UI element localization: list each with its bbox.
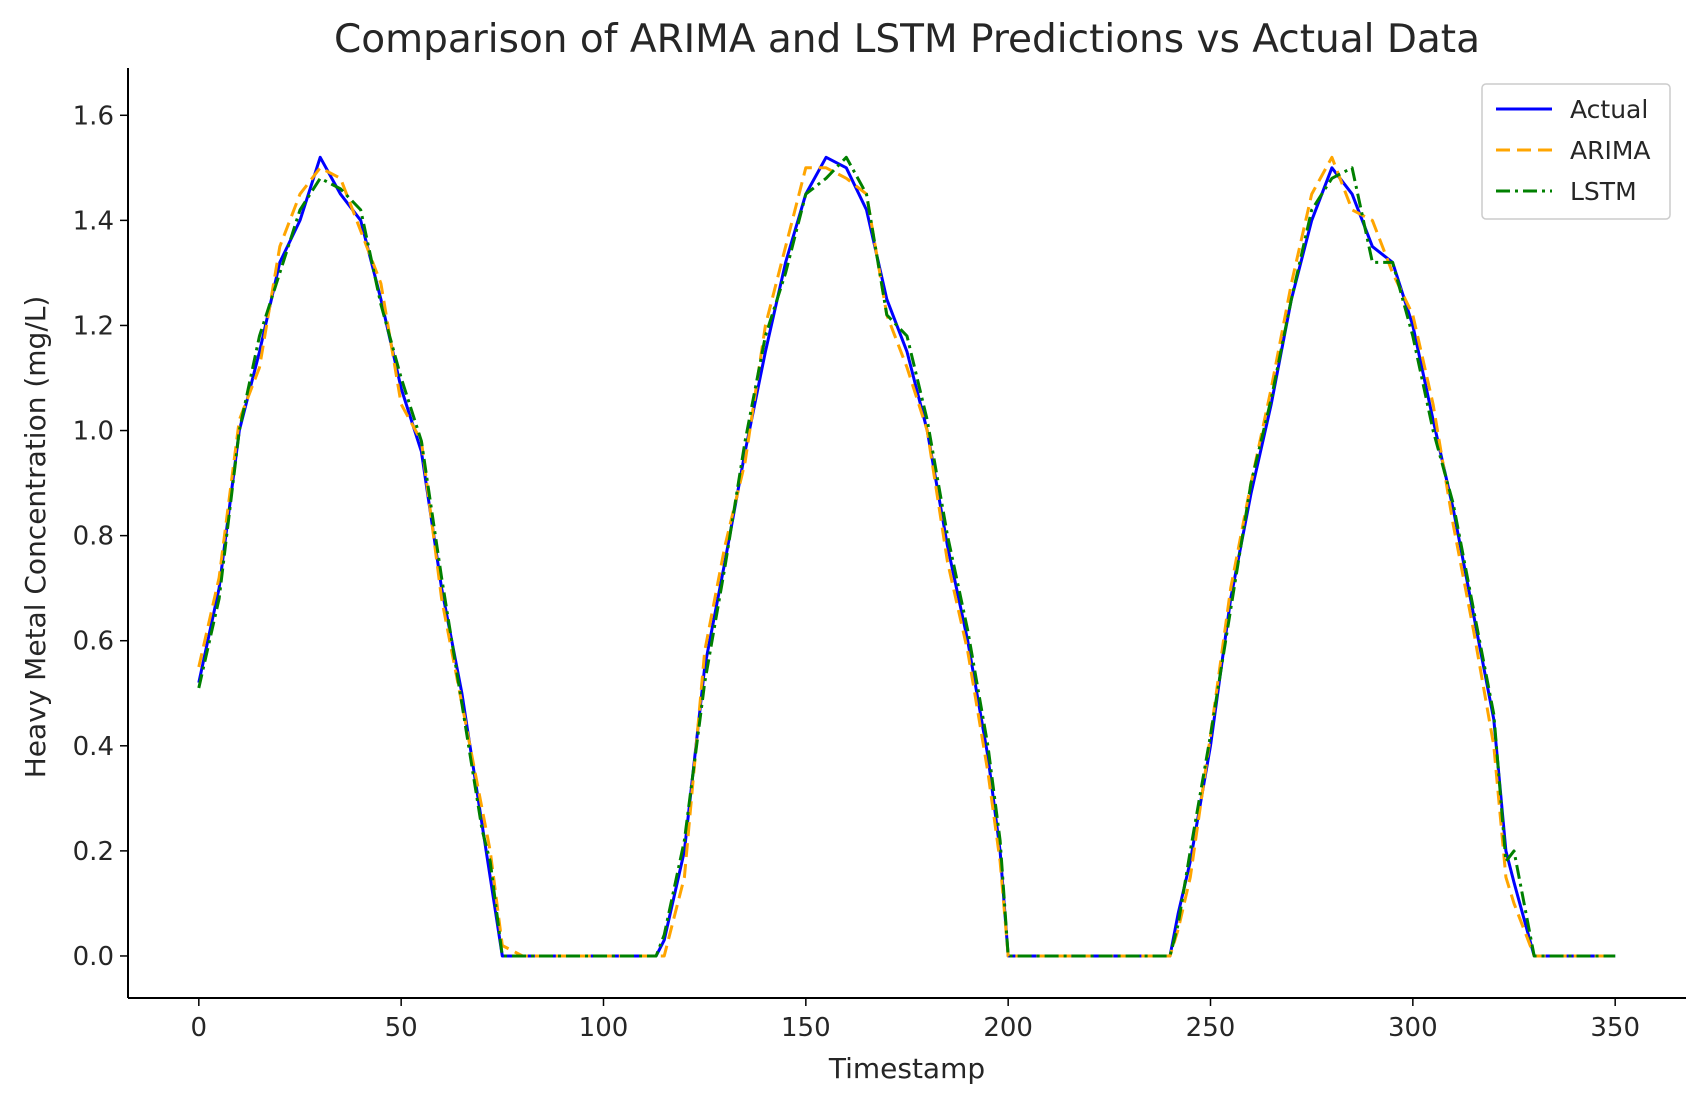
legend-box — [1481, 83, 1671, 220]
legend: Actual ARIMA LSTM — [1481, 83, 1671, 220]
chart-title: Comparison of ARIMA and LSTM Predictions… — [334, 17, 1480, 62]
x-tick-label: 200 — [983, 1013, 1033, 1043]
x-axis-label: Timestamp — [828, 1052, 985, 1085]
x-tick-label: 250 — [1186, 1013, 1236, 1043]
x-tick-label: 150 — [781, 1013, 831, 1043]
plot-area: 0 50 100 150 200 250 300 350 0.0 0.2 0.4 0.6 0.8 1.0… — [73, 68, 1686, 1043]
x-tick-label: 0 — [191, 1013, 208, 1043]
y-tick-label: 0.8 — [73, 522, 114, 552]
y-tick-label: 0.4 — [73, 732, 114, 762]
y-tick-label: 0.2 — [73, 837, 114, 867]
y-tick-label: 0.0 — [73, 942, 114, 972]
y-axis-label: Heavy Metal Concentration (mg/L) — [19, 296, 52, 779]
y-tick-label: 1.2 — [73, 311, 114, 341]
series-line-lstm — [197, 155, 1616, 958]
series-layer — [197, 155, 1616, 958]
x-tick-label: 100 — [579, 1013, 629, 1043]
x-tick-label: 50 — [385, 1013, 418, 1043]
y-tick-label: 0.6 — [73, 627, 114, 657]
x-tick-label: 300 — [1388, 1013, 1438, 1043]
y-tick-label: 1.0 — [73, 417, 114, 447]
legend-label-lstm: LSTM — [1570, 177, 1637, 206]
series-line-arima — [197, 155, 1616, 958]
legend-label-actual: Actual — [1570, 95, 1648, 124]
x-tick-label: 350 — [1590, 1013, 1640, 1043]
legend-label-arima: ARIMA — [1570, 136, 1651, 165]
y-ticks: 0.0 0.2 0.4 0.6 0.8 1.0 1.2 1.4 1.6 — [73, 101, 128, 972]
series-line-actual — [197, 155, 1616, 958]
y-tick-label: 1.4 — [73, 206, 114, 236]
x-ticks: 0 50 100 150 200 250 300 350 — [191, 998, 1640, 1043]
y-tick-label: 1.6 — [73, 101, 114, 131]
